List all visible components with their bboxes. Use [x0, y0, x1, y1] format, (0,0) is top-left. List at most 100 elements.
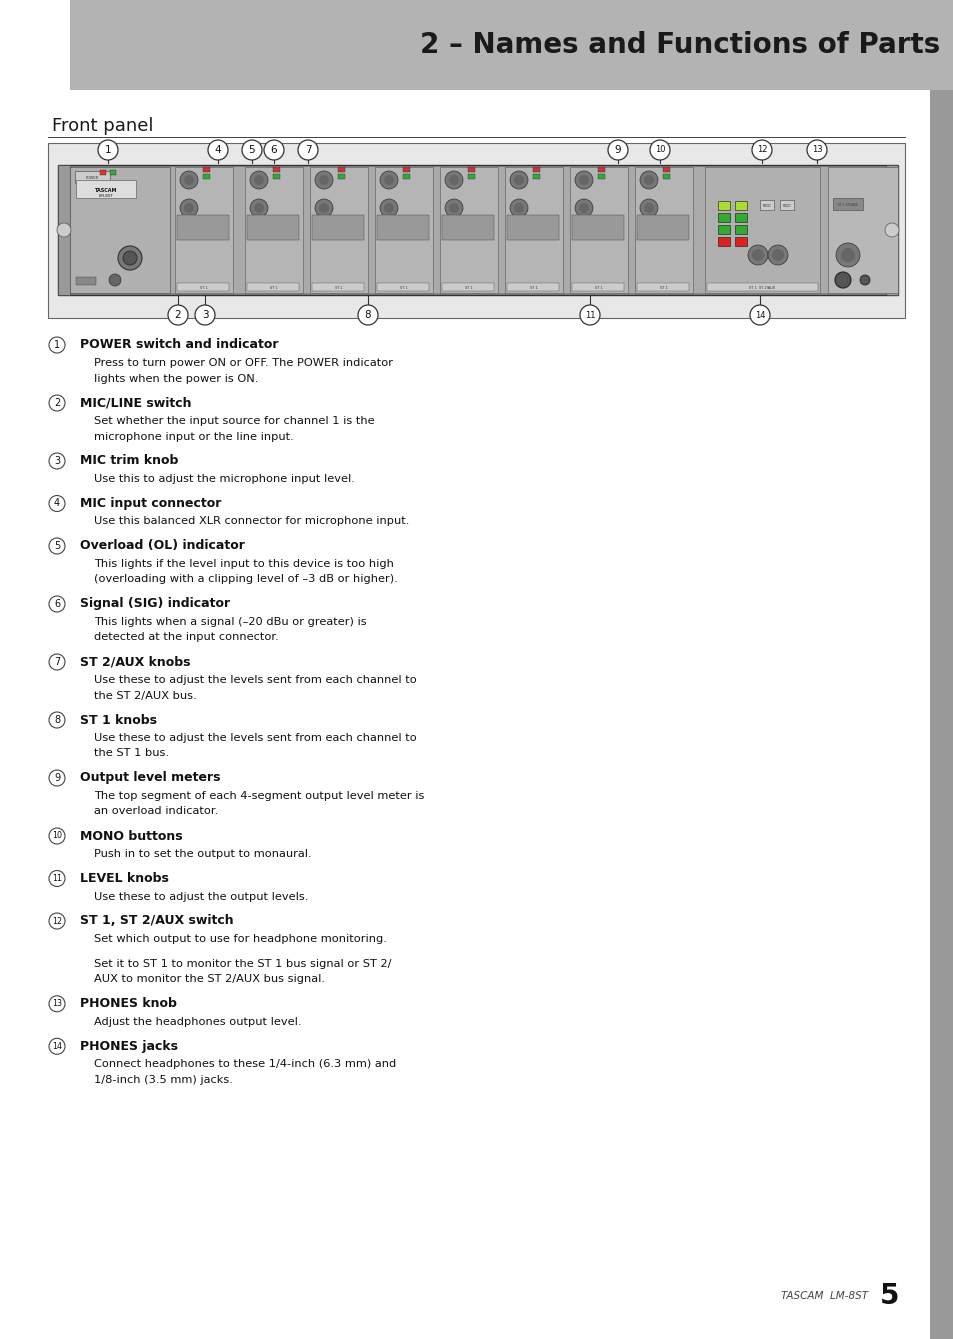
Text: Adjust the headphones output level.: Adjust the headphones output level.: [94, 1016, 301, 1027]
Text: 8: 8: [54, 715, 60, 724]
Text: ST 1: ST 1: [399, 287, 408, 291]
Circle shape: [771, 249, 783, 261]
Text: ST 1: ST 1: [465, 287, 473, 291]
Text: Front panel: Front panel: [52, 116, 153, 135]
Bar: [76, 277, 96, 285]
Text: 1/8-inch (3.5 mm) jacks.: 1/8-inch (3.5 mm) jacks.: [94, 1075, 233, 1085]
Text: 2: 2: [174, 311, 181, 320]
Circle shape: [379, 200, 397, 217]
Text: Overload (OL) indicator: Overload (OL) indicator: [80, 540, 245, 553]
Bar: [885, 165, 897, 295]
Bar: [734, 237, 746, 246]
Bar: [706, 283, 817, 291]
Circle shape: [767, 245, 787, 265]
Text: 7: 7: [304, 145, 311, 155]
Bar: [734, 225, 746, 234]
Bar: [832, 198, 862, 210]
Bar: [533, 167, 539, 171]
Bar: [718, 237, 729, 246]
Text: 14: 14: [52, 1042, 62, 1051]
Circle shape: [578, 175, 588, 185]
Bar: [75, 171, 110, 183]
Text: 5: 5: [879, 1281, 899, 1310]
Text: ST 2/AUX knobs: ST 2/AUX knobs: [80, 656, 191, 668]
Text: Use this balanced XLR connector for microphone input.: Use this balanced XLR connector for micr…: [94, 517, 409, 526]
Text: Set which output to use for headphone monitoring.: Set which output to use for headphone mo…: [94, 935, 387, 944]
Circle shape: [835, 242, 859, 266]
Text: 6: 6: [271, 145, 277, 155]
Bar: [70, 167, 170, 293]
Text: TASCAM  LM-8ST: TASCAM LM-8ST: [781, 1291, 867, 1302]
Text: Use these to adjust the levels sent from each channel to: Use these to adjust the levels sent from…: [94, 675, 416, 686]
Text: Signal (SIG) indicator: Signal (SIG) indicator: [80, 597, 230, 611]
Text: MIC/LINE switch: MIC/LINE switch: [80, 396, 192, 410]
Bar: [637, 216, 688, 240]
Text: TASCAM: TASCAM: [94, 187, 117, 193]
Circle shape: [49, 913, 65, 929]
Circle shape: [444, 171, 462, 189]
Circle shape: [607, 141, 627, 159]
Circle shape: [49, 495, 65, 511]
Circle shape: [649, 141, 669, 159]
Circle shape: [57, 224, 71, 237]
Circle shape: [184, 204, 193, 213]
Circle shape: [749, 305, 769, 325]
Text: Use these to adjust the output levels.: Use these to adjust the output levels.: [94, 892, 308, 901]
Text: 13: 13: [52, 999, 62, 1008]
Text: ST 1: ST 1: [335, 287, 342, 291]
Circle shape: [639, 200, 658, 217]
Circle shape: [643, 175, 654, 185]
Bar: [203, 174, 210, 179]
Circle shape: [514, 204, 523, 213]
Circle shape: [109, 274, 121, 287]
Circle shape: [859, 274, 869, 285]
Text: ST 1  ST2/AUX: ST 1 ST2/AUX: [838, 204, 857, 208]
Circle shape: [123, 250, 137, 265]
Text: The top segment of each 4-segment output level meter is: The top segment of each 4-segment output…: [94, 791, 424, 801]
Bar: [506, 283, 558, 291]
Bar: [506, 216, 558, 240]
Text: MONO buttons: MONO buttons: [80, 829, 182, 842]
Circle shape: [510, 200, 527, 217]
Text: 4: 4: [214, 145, 221, 155]
Text: 12: 12: [756, 146, 766, 154]
Circle shape: [49, 653, 65, 670]
Circle shape: [314, 171, 333, 189]
Bar: [110, 170, 116, 175]
Text: Use these to adjust the levels sent from each channel to: Use these to adjust the levels sent from…: [94, 732, 416, 743]
Bar: [58, 165, 70, 295]
Circle shape: [643, 204, 654, 213]
Text: ST 1: ST 1: [270, 287, 277, 291]
Bar: [76, 179, 136, 198]
Bar: [174, 167, 233, 293]
Bar: [662, 167, 669, 171]
Circle shape: [180, 200, 198, 217]
Bar: [704, 167, 820, 293]
Circle shape: [751, 141, 771, 159]
Bar: [177, 283, 229, 291]
Text: 5: 5: [249, 145, 255, 155]
Circle shape: [384, 175, 394, 185]
Circle shape: [449, 204, 458, 213]
Text: Output level meters: Output level meters: [80, 771, 220, 785]
Text: 12: 12: [51, 916, 62, 925]
Bar: [312, 283, 364, 291]
Text: 1: 1: [105, 145, 112, 155]
Bar: [70, 0, 953, 90]
Text: POWER switch and indicator: POWER switch and indicator: [80, 339, 278, 352]
Circle shape: [49, 996, 65, 1012]
Bar: [718, 225, 729, 234]
Circle shape: [250, 200, 268, 217]
Text: 11: 11: [52, 874, 62, 882]
Circle shape: [250, 171, 268, 189]
Bar: [718, 213, 729, 222]
Bar: [402, 167, 410, 171]
Circle shape: [514, 175, 523, 185]
Bar: [637, 283, 688, 291]
Bar: [827, 167, 897, 293]
Bar: [635, 167, 692, 293]
Circle shape: [747, 245, 767, 265]
Bar: [60, 167, 895, 293]
Text: 13: 13: [811, 146, 821, 154]
Circle shape: [379, 171, 397, 189]
